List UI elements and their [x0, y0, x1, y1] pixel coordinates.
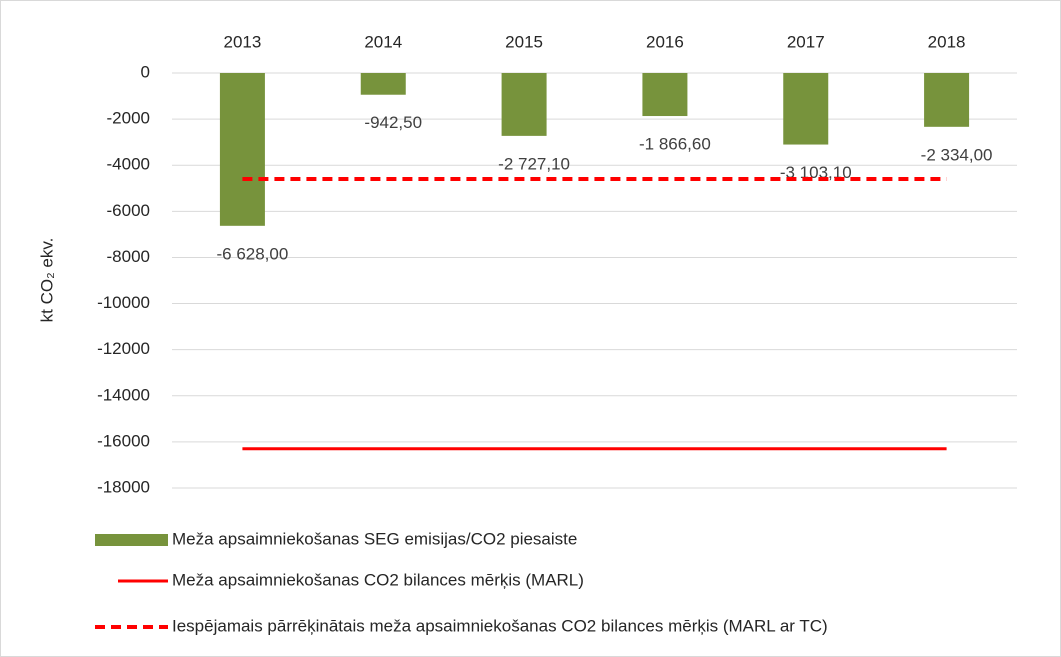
- legend-swatch: [95, 534, 168, 546]
- x-tick-label: 2017: [787, 32, 825, 51]
- value-label: -6 628,00: [216, 244, 288, 263]
- y-tick-label: -18000: [97, 477, 150, 496]
- value-label: -2 727,10: [498, 154, 570, 173]
- x-tick-label: 2015: [505, 32, 543, 51]
- legend-label: Iespējamais pārrēķinātais meža apsaimnie…: [172, 616, 828, 635]
- value-label: -942,50: [364, 113, 422, 132]
- bar: [924, 73, 970, 127]
- y-tick-label: -4000: [107, 155, 150, 174]
- bar: [219, 73, 265, 226]
- legend-label: Meža apsaimniekošanas CO2 bilances mērķi…: [172, 570, 584, 589]
- x-tick-label: 2014: [364, 32, 402, 51]
- legend-label: Meža apsaimniekošanas SEG emisijas/CO2 p…: [172, 529, 577, 548]
- y-tick-label: -10000: [97, 293, 150, 312]
- bar: [783, 73, 829, 145]
- y-tick-label: -8000: [107, 247, 150, 266]
- bar: [501, 73, 547, 136]
- y-tick-label: -6000: [107, 201, 150, 220]
- x-tick-label: 2018: [928, 32, 966, 51]
- y-tick-label: -12000: [97, 339, 150, 358]
- value-label: -1 866,60: [639, 135, 711, 154]
- bar: [360, 73, 406, 95]
- y-tick-label: -14000: [97, 385, 150, 404]
- value-label: -2 334,00: [921, 145, 993, 164]
- y-tick-label: -16000: [97, 431, 150, 450]
- y-tick-label: -2000: [107, 109, 150, 128]
- x-tick-label: 2013: [224, 32, 262, 51]
- x-tick-label: 2016: [646, 32, 684, 51]
- value-label: -3 103,10: [780, 163, 852, 182]
- y-tick-label: 0: [141, 62, 150, 81]
- y-axis-label: kt CO₂ ekv.: [37, 238, 56, 323]
- bar: [642, 73, 688, 117]
